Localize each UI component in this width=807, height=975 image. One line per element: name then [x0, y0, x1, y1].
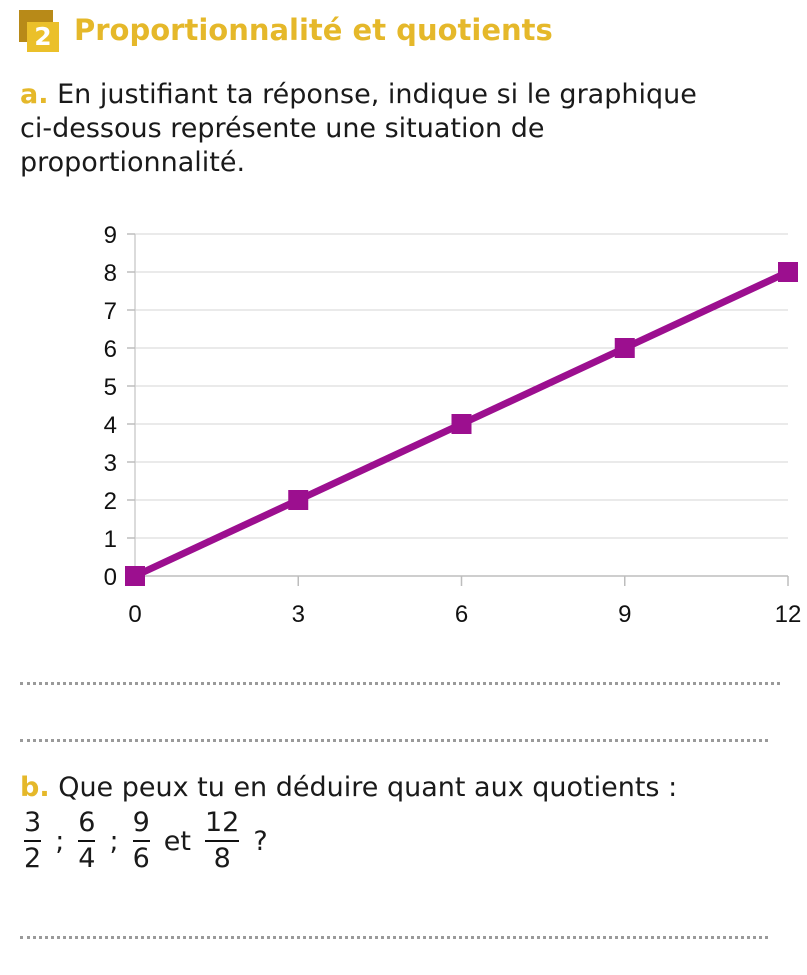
question-a-line-3: proportionnalité.: [20, 147, 246, 178]
fraction-1-numerator: 3: [24, 807, 42, 838]
exercise-number: 2: [27, 22, 59, 52]
y-tick-label-0: 0: [104, 564, 117, 591]
fraction-2-denominator: 4: [78, 843, 96, 874]
answer-line-3: [20, 936, 768, 939]
y-tick-label-6: 6: [104, 336, 117, 363]
data-point-3: [614, 338, 635, 358]
fraction-3: 9 6: [132, 807, 150, 874]
fraction-1-denominator: 2: [24, 843, 42, 874]
x-tick-label-0: 0: [128, 601, 141, 628]
question-mark: ?: [253, 825, 268, 857]
separator-2: ;: [109, 825, 119, 857]
y-tick-label-4: 4: [104, 412, 117, 439]
data-point-0: [125, 566, 145, 586]
fraction-2-numerator: 6: [78, 807, 96, 838]
y-tick-label-2: 2: [104, 488, 117, 515]
question-b-text: Que peux tu en déduire quant aux quotien…: [58, 772, 678, 803]
question-a: a. En justifiant ta réponse, indique si …: [20, 78, 697, 180]
y-tick-label-1: 1: [104, 526, 117, 553]
quotients-list: 3 2 ; 6 4 ; 9 6 et 12 8 ?: [24, 808, 282, 874]
data-point-1: [288, 490, 309, 510]
fraction-4-denominator: 8: [213, 843, 231, 874]
y-tick-label-7: 7: [104, 298, 117, 325]
y-tick-label-9: 9: [104, 222, 117, 249]
data-point-2: [451, 414, 472, 434]
data-point-4: [778, 262, 798, 282]
exercise-title: Proportionnalité et quotients: [74, 13, 553, 47]
exercise-number-badge: 2: [19, 10, 63, 52]
fraction-2: 6 4: [78, 807, 96, 874]
x-tick-label-1: 3: [292, 601, 305, 628]
question-a-line-2: ci-dessous représente une situation de: [20, 113, 545, 144]
fraction-3-denominator: 6: [132, 843, 150, 874]
question-a-letter: a.: [20, 79, 49, 110]
fraction-4-numerator: 12: [204, 807, 240, 838]
fraction-1: 3 2: [24, 807, 42, 874]
conjunction: et: [163, 825, 191, 857]
x-tick-label-2: 6: [455, 601, 468, 628]
x-tick-label-3: 9: [618, 601, 631, 628]
question-b-letter: b.: [20, 772, 50, 803]
y-tick-label-5: 5: [104, 374, 117, 401]
fraction-4: 12 8: [204, 807, 240, 874]
answer-line-1: [20, 682, 780, 685]
x-tick-label-4: 12: [775, 601, 802, 628]
question-b: b. Que peux tu en déduire quant aux quot…: [20, 771, 677, 805]
y-tick-label-8: 8: [104, 260, 117, 287]
fraction-3-numerator: 9: [132, 807, 150, 838]
separator-1: ;: [55, 825, 65, 857]
question-a-line-1: En justifiant ta réponse, indique si le …: [57, 79, 697, 110]
answer-line-2: [20, 739, 768, 742]
y-tick-label-3: 3: [104, 450, 117, 477]
